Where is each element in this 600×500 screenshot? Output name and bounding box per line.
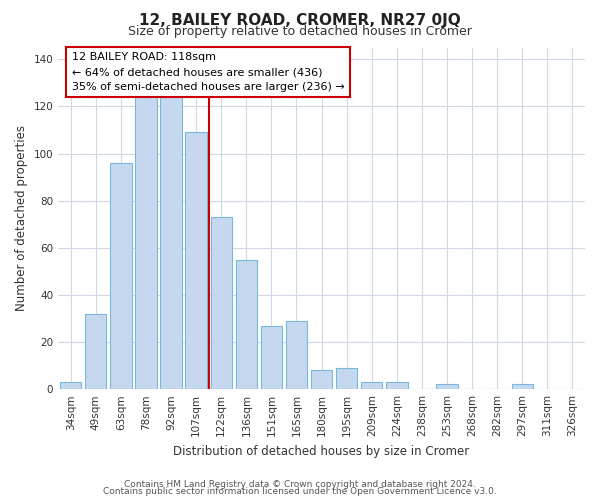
Bar [136,74,157,389]
Bar [261,326,282,389]
Bar [361,382,382,389]
Bar [160,74,182,389]
Bar [286,321,307,389]
Bar [436,384,458,389]
Text: Contains HM Land Registry data © Crown copyright and database right 2024.: Contains HM Land Registry data © Crown c… [124,480,476,489]
X-axis label: Distribution of detached houses by size in Cromer: Distribution of detached houses by size … [173,444,470,458]
Text: 12, BAILEY ROAD, CROMER, NR27 0JQ: 12, BAILEY ROAD, CROMER, NR27 0JQ [139,12,461,28]
Bar [110,163,131,389]
Text: Size of property relative to detached houses in Cromer: Size of property relative to detached ho… [128,25,472,38]
Text: Contains public sector information licensed under the Open Government Licence v3: Contains public sector information licen… [103,488,497,496]
Text: 12 BAILEY ROAD: 118sqm
← 64% of detached houses are smaller (436)
35% of semi-de: 12 BAILEY ROAD: 118sqm ← 64% of detached… [72,52,345,92]
Bar [311,370,332,389]
Bar [85,314,106,389]
Bar [336,368,358,389]
Bar [386,382,407,389]
Bar [512,384,533,389]
Bar [211,217,232,389]
Bar [60,382,82,389]
Bar [185,132,207,389]
Bar [236,260,257,389]
Y-axis label: Number of detached properties: Number of detached properties [15,126,28,312]
